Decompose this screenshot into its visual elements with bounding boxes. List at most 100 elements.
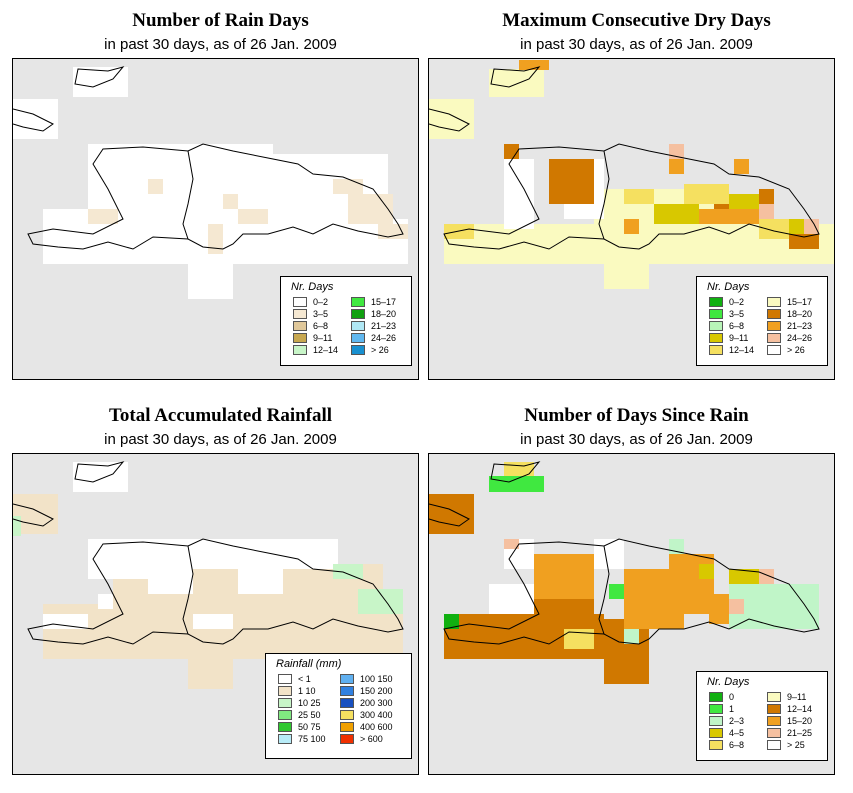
panel-subtitle: in past 30 days, as of 26 Jan. 2009 (520, 36, 753, 53)
legend-label: 18–20 (371, 309, 397, 319)
legend-label: 12–14 (313, 345, 339, 355)
legend-label: > 25 (787, 740, 805, 750)
legend-swatch (293, 297, 307, 307)
legend-label: 21–23 (371, 321, 397, 331)
panel-title: Number of Days Since Rain (524, 405, 749, 426)
legend-swatch (293, 321, 307, 331)
panel-subtitle: in past 30 days, as of 26 Jan. 2009 (104, 36, 337, 53)
legend-label: 15–17 (787, 297, 813, 307)
legend-swatch (709, 740, 723, 750)
legend-title: Nr. Days (291, 281, 334, 293)
legend-swatch (340, 674, 354, 684)
map-canvas (429, 60, 834, 289)
legend-label: > 26 (787, 345, 805, 355)
legend-label: 200 300 (360, 698, 393, 708)
legend-swatch (340, 722, 354, 732)
legend-swatch (767, 345, 781, 355)
legend-swatch (278, 698, 292, 708)
legend-swatch (278, 686, 292, 696)
legend-label: 6–8 (729, 321, 745, 331)
panel-title: Maximum Consecutive Dry Days (502, 10, 771, 31)
legend-label: 1 10 (298, 686, 316, 696)
legend-swatch (351, 321, 365, 331)
panel-subtitle: in past 30 days, as of 26 Jan. 2009 (104, 431, 337, 448)
legend-label: 9–11 (787, 692, 807, 702)
legend-swatch (278, 710, 292, 720)
panel-title: Number of Rain Days (132, 10, 309, 31)
legend-label: 21–23 (787, 321, 813, 331)
legend-label: 50 75 (298, 722, 321, 732)
legend-swatch (767, 740, 781, 750)
legend-label: 24–26 (787, 333, 813, 343)
legend-swatch (767, 716, 781, 726)
legend-label: 1 (729, 704, 735, 714)
map-canvas (13, 66, 408, 299)
legend-swatch (767, 309, 781, 319)
legend-label: 15–20 (787, 716, 813, 726)
legend-title: Nr. Days (707, 281, 750, 293)
legend-label: 100 150 (360, 674, 393, 684)
legend-label: 6–8 (313, 321, 329, 331)
legend-swatch (709, 297, 723, 307)
map-canvas (13, 461, 404, 689)
legend-label: 15–17 (371, 297, 397, 307)
legend: Nr. Days 0–2 3–5 6–8 9–11 12–14 15–17 18–20 21–… (696, 276, 828, 366)
map-days-since-rain (428, 453, 835, 775)
legend-swatch (340, 698, 354, 708)
legend-label: 2–3 (729, 716, 745, 726)
legend-title: Nr. Days (707, 676, 750, 688)
legend-swatch (293, 333, 307, 343)
legend-swatch (351, 345, 365, 355)
legend-label: 0 (729, 692, 735, 702)
legend-swatch (340, 686, 354, 696)
legend-swatch (767, 321, 781, 331)
legend-label: 300 400 (360, 710, 393, 720)
legend: Rainfall (mm) < 1 1 10 10 25 25 50 50 75 75 1… (265, 653, 412, 759)
legend-swatch (767, 297, 781, 307)
legend-swatch (351, 333, 365, 343)
legend-swatch (709, 321, 723, 331)
legend-swatch (293, 345, 307, 355)
legend-swatch (293, 309, 307, 319)
legend-swatch (767, 692, 781, 702)
panel-rain-days: Number of Rain Days in past 30 days, as … (12, 0, 429, 390)
legend-swatch (709, 333, 723, 343)
legend-swatch (351, 297, 365, 307)
legend-label: 12–14 (729, 345, 755, 355)
panel-max-dry-days: Maximum Consecutive Dry Days in past 30 … (428, 0, 845, 390)
legend-swatch (767, 704, 781, 714)
legend: Nr. Days 0–2 3–5 6–8 9–11 12–14 15–17 18–20 21–… (280, 276, 412, 366)
legend-label: 0–2 (313, 297, 329, 307)
legend-label: 3–5 (729, 309, 745, 319)
legend-swatch (709, 309, 723, 319)
panel-days-since-rain: Number of Days Since Rain in past 30 day… (428, 395, 845, 793)
legend-swatch (709, 692, 723, 702)
legend-swatch (767, 728, 781, 738)
legend-swatch (278, 674, 292, 684)
legend-label: 24–26 (371, 333, 397, 343)
map-canvas (429, 461, 820, 684)
panel-title: Total Accumulated Rainfall (108, 405, 333, 426)
legend-label: 10 25 (298, 698, 321, 708)
map-rain-days (12, 58, 419, 380)
legend-label: 9–11 (313, 333, 333, 343)
legend-label: 9–11 (729, 333, 749, 343)
legend-swatch (709, 716, 723, 726)
legend-swatch (709, 345, 723, 355)
legend-swatch (278, 722, 292, 732)
panel-subtitle: in past 30 days, as of 26 Jan. 2009 (520, 431, 753, 448)
legend-label: > 26 (371, 345, 389, 355)
legend-label: 3–5 (313, 309, 329, 319)
legend-label: 0–2 (729, 297, 745, 307)
panel-total-rainfall: Total Accumulated Rainfall in past 30 da… (12, 395, 429, 793)
legend-label: 400 600 (360, 722, 393, 732)
legend: Nr. Days 0 1 2–3 4–5 6–8 9–11 12–14 15–20 21–25 >… (696, 671, 828, 761)
legend-label: 150 200 (360, 686, 393, 696)
legend-label: < 1 (298, 674, 311, 684)
legend-label: > 600 (360, 734, 383, 744)
legend-label: 75 100 (298, 734, 326, 744)
legend-label: 4–5 (729, 728, 745, 738)
legend-swatch (340, 710, 354, 720)
legend-swatch (709, 728, 723, 738)
legend-swatch (340, 734, 354, 744)
